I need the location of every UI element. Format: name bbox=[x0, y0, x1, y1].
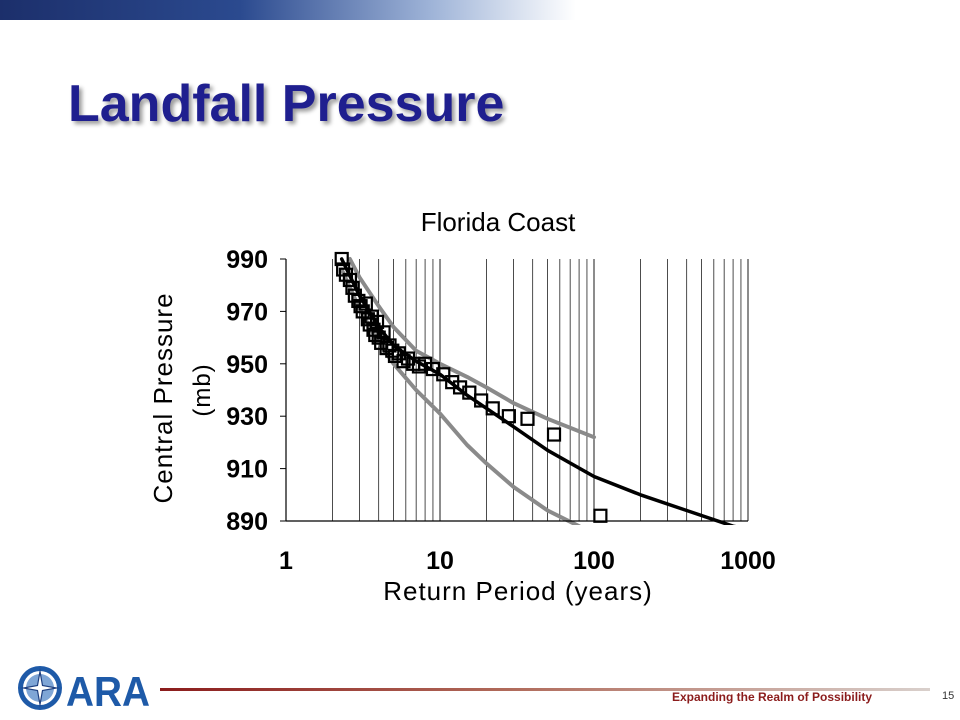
logo-text: ARA bbox=[66, 668, 150, 714]
observed-point bbox=[334, 251, 349, 267]
x-axis-label: Return Period (years) bbox=[383, 576, 653, 606]
y-tick-label: 950 bbox=[226, 351, 268, 379]
observed-point bbox=[501, 409, 516, 424]
observed-point bbox=[342, 272, 358, 288]
observed-point bbox=[593, 508, 608, 523]
x-tick-label: 1 bbox=[279, 547, 293, 575]
page-number: 15 bbox=[942, 690, 955, 702]
y-tick-label: 890 bbox=[226, 508, 268, 536]
y-tick-label: 990 bbox=[226, 246, 268, 274]
observed-point bbox=[546, 427, 562, 442]
chart-title: Florida Coast bbox=[421, 207, 576, 237]
y-tick-label: 910 bbox=[226, 456, 268, 484]
plot-area bbox=[285, 251, 749, 525]
observed-point bbox=[474, 393, 489, 408]
footer-rule bbox=[160, 688, 930, 691]
lower-confidence-curve bbox=[339, 267, 581, 525]
observed-point bbox=[436, 367, 451, 382]
header-banner bbox=[0, 0, 960, 20]
observed-point bbox=[396, 354, 411, 369]
return-period-chart: Florida Coast 990 970 950 930 910 890 1 10 100 10… bbox=[148, 207, 776, 606]
slide-title: Landfall Pressure bbox=[68, 75, 505, 133]
x-tick-label: 10 bbox=[426, 547, 454, 575]
y-axis-unit-label: (mb) bbox=[189, 363, 216, 416]
ara-logo: ARA bbox=[18, 666, 150, 714]
observed-point bbox=[462, 385, 477, 400]
observed-point bbox=[485, 401, 500, 416]
series-group bbox=[334, 251, 737, 525]
x-tick-label: 100 bbox=[573, 547, 615, 575]
x-tick-label: 1000 bbox=[720, 547, 776, 575]
y-axis-label: Central Pressure bbox=[148, 292, 178, 503]
footer-tagline: Expanding the Realm of Possibility bbox=[672, 690, 873, 704]
observed-point bbox=[520, 411, 535, 426]
axes: 990 970 950 930 910 890 1 10 100 1000 bbox=[226, 246, 776, 575]
observed-point bbox=[376, 325, 391, 340]
y-tick-label: 930 bbox=[226, 403, 268, 431]
y-tick-label: 970 bbox=[226, 298, 268, 326]
